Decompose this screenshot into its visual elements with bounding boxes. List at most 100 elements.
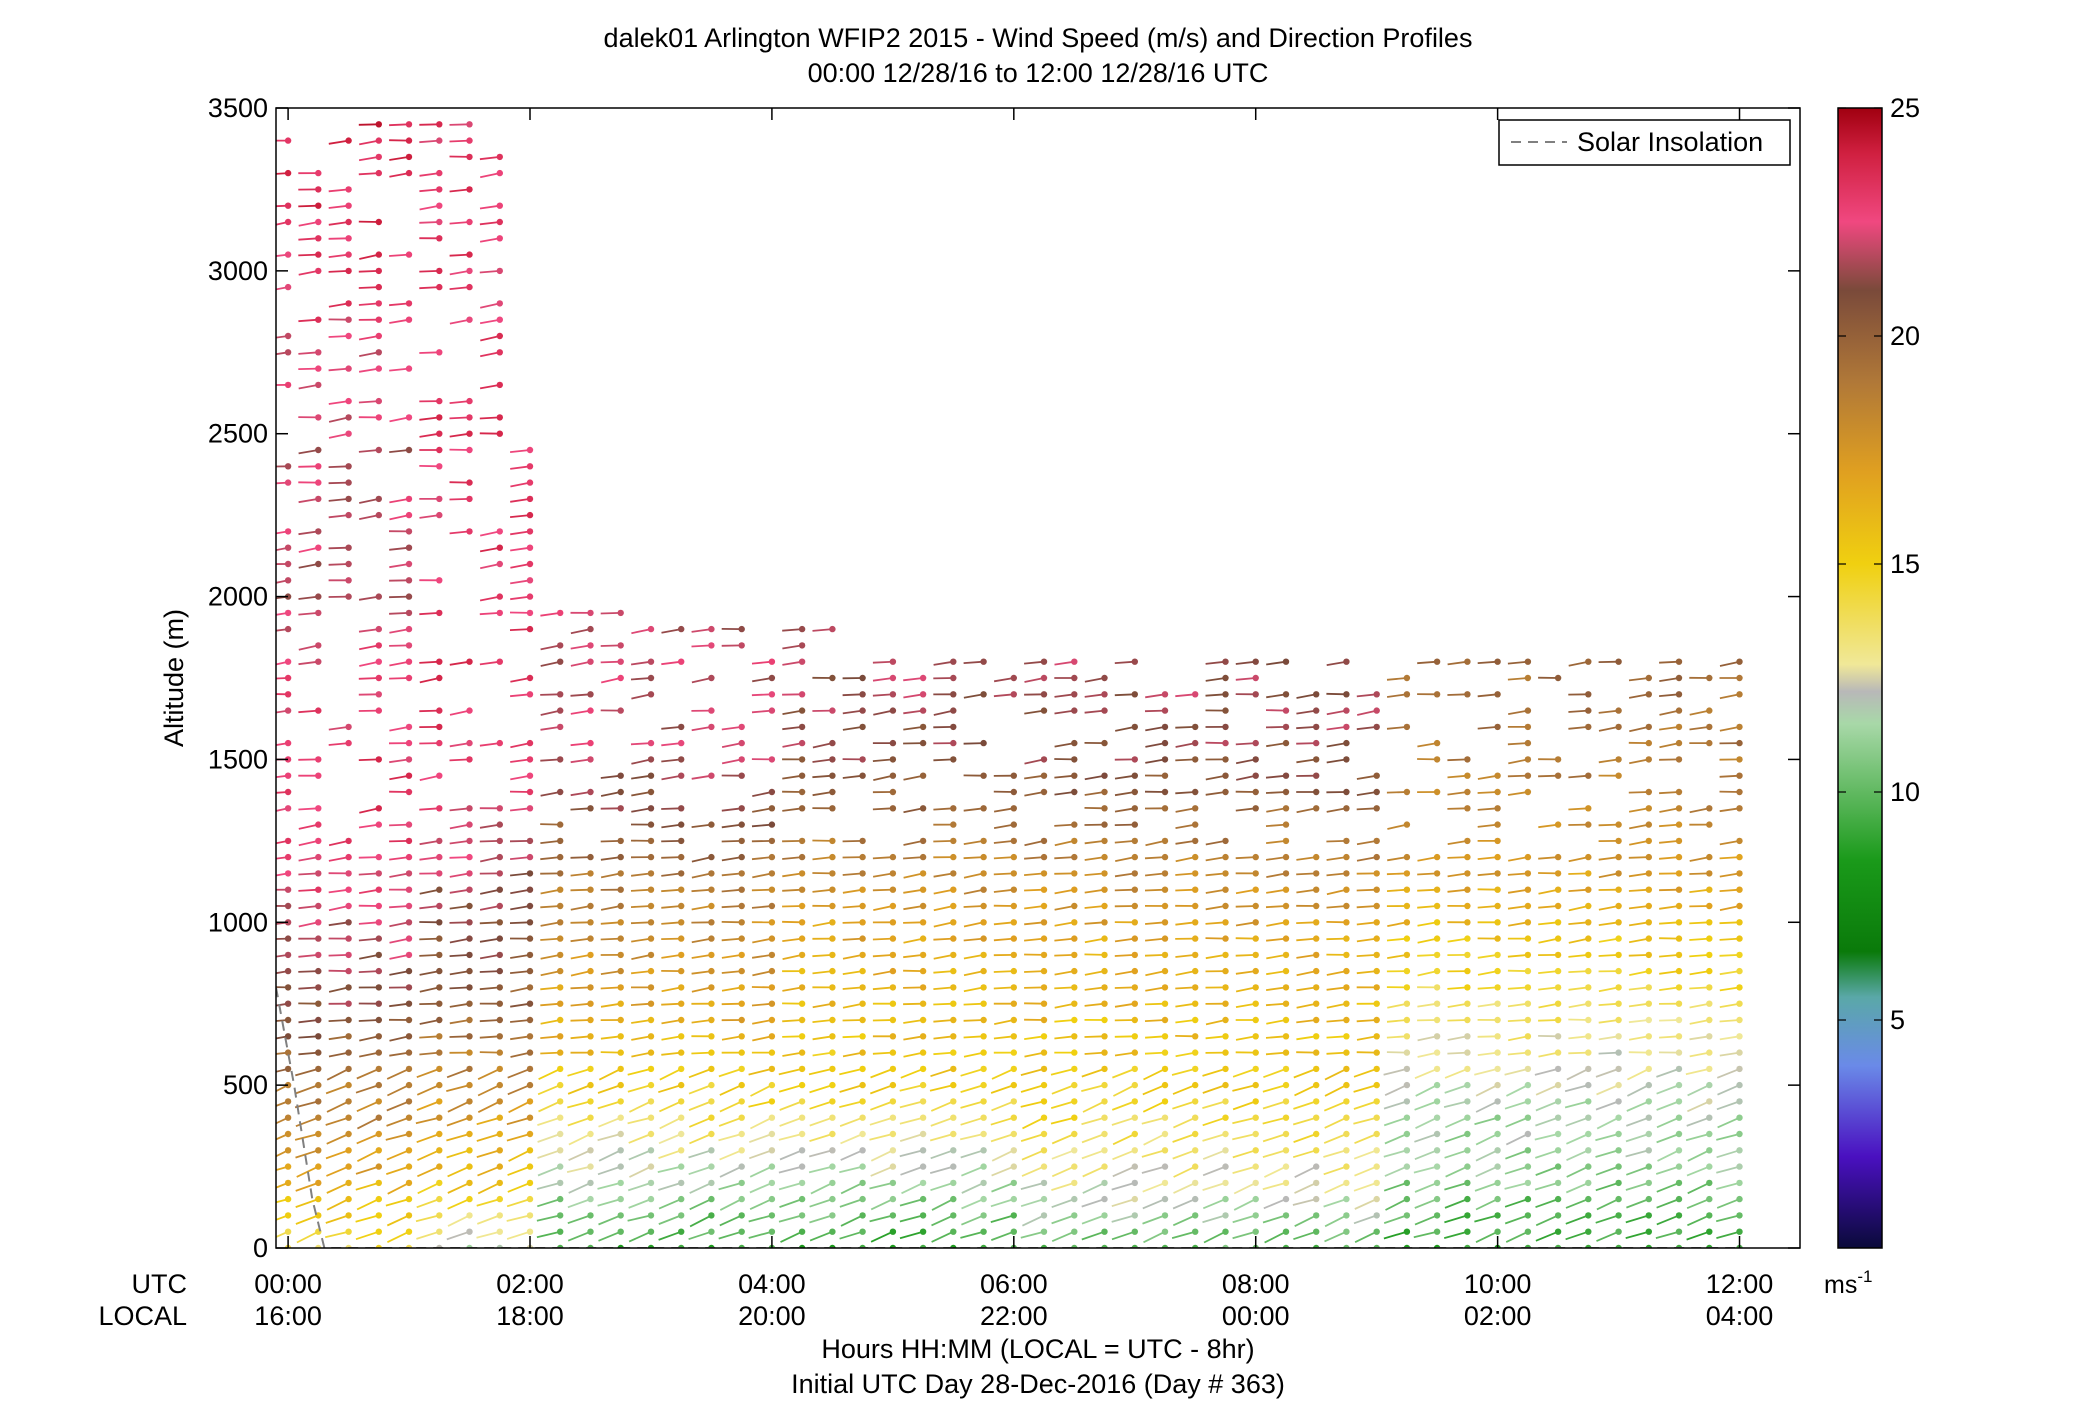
wind-barb-dot [1071,951,1078,959]
wind-barb-stick [326,1182,349,1194]
wind-barb-dot [405,1179,413,1187]
wind-barb-stick [782,660,803,666]
wind-barb-dot [405,1228,413,1235]
wind-barb-stick [295,1182,319,1192]
wind-barb-dot [647,1228,655,1235]
wind-barb-stick [437,1247,440,1248]
wind-barb-stick [1625,1149,1650,1158]
wind-barb-stick [631,628,652,635]
wind-barb-stick [1293,1133,1317,1143]
wind-barb-dot [1373,691,1380,698]
wind-barb-stick [1202,1068,1226,1077]
wind-barb-dot [1736,772,1743,779]
wind-barb-stick [782,1019,803,1023]
wind-barb-dot [768,1114,776,1121]
wind-barb-dot [1192,1049,1199,1056]
wind-barb-stick [1024,970,1045,973]
wind-barb-stick [899,1133,924,1142]
wind-barb-dot [1403,1049,1411,1056]
wind-barb-dot [1040,951,1048,959]
wind-barb-dot [1222,756,1229,763]
wind-barb-stick [296,1230,319,1244]
wind-barb-dot [1282,951,1290,959]
wind-barb-stick [389,318,410,324]
wind-barb-dot [889,1130,897,1138]
wind-barb-stick [658,1214,682,1225]
wind-barb-stick [276,628,289,632]
wind-barb-stick [325,1116,349,1126]
wind-barb-stick [1565,1116,1589,1127]
wind-barb-dot [1071,691,1078,698]
wind-barb-dot [375,805,382,812]
wind-barb-stick [480,888,500,895]
wind-barb-stick [1659,677,1680,682]
wind-barb-dot [1645,886,1653,893]
wind-barb-dot [1282,707,1290,714]
wind-barb-dot [436,218,443,226]
wind-barb-stick [1477,1051,1498,1056]
wind-barb-stick [689,1198,712,1211]
wind-barb-stick [1265,986,1287,991]
wind-barb-dot [405,984,413,991]
wind-barb-stick [1144,856,1166,860]
colorbar-unit: ms-1 [1824,1267,1872,1299]
wind-barb-dot [1101,1228,1108,1235]
wind-barb-stick [446,1133,470,1142]
wind-barb-stick [1175,872,1196,876]
wind-barb-stick [963,970,984,977]
wind-barb-dot [375,919,382,926]
wind-barb-stick [991,1165,1015,1177]
wind-barb-dot [1373,853,1380,861]
wind-barb-dot [315,886,322,893]
wind-barb-stick [751,1002,772,1007]
wind-barb-stick [328,302,349,308]
wind-barb-dot [1101,691,1108,698]
wind-barb-stick [1202,1084,1226,1094]
wind-barb-stick [1162,1247,1165,1248]
wind-barb-dot [1464,658,1471,665]
wind-barb-stick [1265,709,1287,712]
wind-barb-dot [647,821,655,828]
wind-barb-dot [950,739,957,747]
wind-barb-dot [738,853,745,861]
wind-barb-stick [294,1100,319,1109]
wind-barb-stick [1356,774,1377,780]
wind-barb-dot [1706,707,1713,714]
wind-barb-stick [963,872,984,879]
wind-barb-dot [466,1195,473,1203]
wind-barb-stick [631,693,652,700]
wind-barb-stick [358,823,379,829]
wind-barb-dot [1433,1049,1441,1056]
wind-barb-dot [526,1016,534,1024]
wind-barb-dot [436,870,443,877]
wind-barb-stick [748,1100,773,1108]
wind-barb-stick [1175,970,1196,976]
wind-barb-dot [1313,902,1320,910]
wind-barb-stick [276,856,289,860]
wind-barb-dot [345,577,352,584]
wind-barb-dot [436,837,443,845]
wind-barb-stick [809,1100,833,1110]
wind-barb-stick [1656,1084,1680,1095]
wind-barb-dot [1554,756,1562,763]
wind-barb-dot [708,723,715,731]
wind-barb-dot [617,1098,624,1105]
wind-barb-stick [540,937,561,941]
wind-barb-dot [587,805,594,812]
wind-barb-dot [557,902,564,910]
wind-barb-stick [298,563,319,569]
wind-barb-dot [1645,919,1653,926]
wind-barb-stick [540,823,561,826]
wind-barb-stick [751,888,772,892]
wind-barb-stick [1143,1068,1166,1081]
wind-barb-dot [829,1098,836,1105]
wind-barb-dot [1222,772,1229,779]
wind-barb-stick [963,1002,984,1006]
wind-barb-stick [276,937,289,940]
wind-barb-dot [1736,1081,1743,1089]
wind-barb-dot [1343,935,1350,942]
wind-barb-stick [842,693,863,697]
wind-barb-dot [1101,1147,1108,1154]
wind-barb-dot [768,1147,776,1154]
wind-barb-stick [963,1035,984,1039]
